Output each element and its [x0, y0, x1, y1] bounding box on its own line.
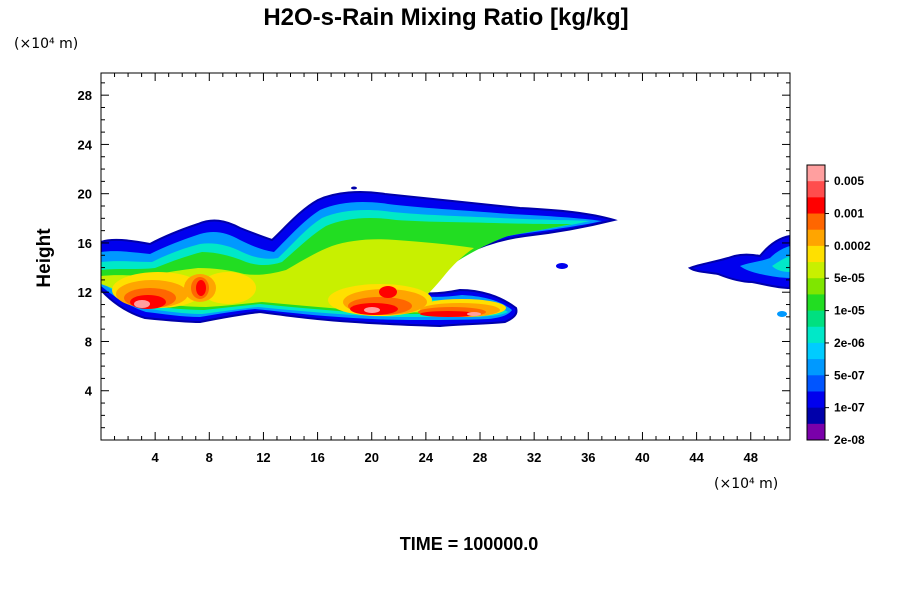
colorbar-swatch: [807, 407, 825, 425]
x-tick-label: 48: [744, 450, 758, 465]
rain-field-red-patch: [379, 286, 397, 298]
colorbar-swatch: [807, 229, 825, 247]
colorbar-swatch: [807, 181, 825, 198]
y-axis: 4 8 12 16 20 24 28: [78, 82, 790, 429]
colorbar-label: 1e-07: [834, 401, 865, 415]
colorbar-swatch: [807, 391, 825, 409]
colorbar-swatch: [807, 375, 825, 392]
x-tick-label: 32: [527, 450, 541, 465]
y-tick-label: 16: [78, 236, 92, 251]
plot-frame: [100, 72, 791, 441]
x-tick-label: 24: [419, 450, 434, 465]
colorbar-swatch: [807, 245, 825, 263]
colorbar-swatch: [807, 197, 825, 215]
rain-field-speck: [351, 186, 357, 190]
rain-field-speck: [556, 263, 568, 269]
rain-field-red-patch: [196, 280, 206, 296]
time-footer: TIME = 100000.0: [400, 534, 539, 554]
x-tick-label: 4: [152, 450, 160, 465]
colorbar-swatch: [807, 326, 825, 344]
y-unit-label: (×10⁴ m): [14, 36, 78, 52]
y-tick-label: 8: [85, 334, 92, 349]
colorbar-label: 5e-05: [834, 271, 865, 285]
rain-field-yellow-patch: [200, 272, 256, 304]
y-axis-label: Height: [34, 228, 55, 288]
rain-field-pink-patch: [364, 307, 380, 313]
x-tick-label: 40: [635, 450, 649, 465]
colorbar-swatch: [807, 165, 825, 182]
colorbar-label: 1e-05: [834, 304, 865, 318]
x-tick-label: 20: [364, 450, 378, 465]
x-tick-label: 12: [256, 450, 270, 465]
colorbar-swatch: [807, 213, 825, 231]
colorbar-swatch: [807, 342, 825, 360]
colorbar-swatch: [807, 310, 825, 328]
colorbar-label: 5e-07: [834, 368, 865, 382]
x-tick-label: 36: [581, 450, 595, 465]
y-tick-label: 4: [85, 384, 93, 399]
x-tick-label: 28: [473, 450, 487, 465]
rain-field-pink-patch: [467, 312, 481, 316]
rain-field-pink-patch: [134, 300, 150, 308]
rain-field-red-patch: [420, 311, 476, 317]
x-tick-label: 8: [206, 450, 213, 465]
rain-field-right-cloud-blue: [687, 234, 790, 290]
x-unit-label: (×10⁴ m): [714, 476, 778, 492]
colorbar-label: 0.0002: [834, 239, 871, 253]
colorbar-swatch: [807, 278, 825, 295]
y-tick-label: 20: [78, 187, 92, 202]
x-tick-label: 16: [310, 450, 324, 465]
chart-title: H2O-s-Rain Mixing Ratio [kg/kg]: [263, 4, 628, 31]
colorbar-swatch: [807, 262, 825, 279]
rain-field-speck: [777, 311, 787, 317]
rain-field-right-cloud-lightblue: [740, 246, 790, 278]
colorbar-frame: [806, 164, 826, 441]
colorbar-swatch: [807, 423, 825, 441]
colorbar-swatch: [807, 359, 825, 376]
colorbar: 0.005 0.001 0.0002 5e-05 1e-05 2e-06 5e-07 1e-0…: [806, 164, 871, 447]
rain-field: [101, 186, 790, 328]
x-tick-label: 44: [689, 450, 704, 465]
y-tick-label: 12: [78, 285, 92, 300]
y-tick-label: 28: [78, 88, 92, 103]
colorbar-label: 0.001: [834, 207, 864, 221]
y-tick-label: 24: [78, 137, 93, 152]
colorbar-label: 0.005: [834, 174, 864, 188]
colorbar-label: 2e-08: [834, 433, 865, 447]
colorbar-label: 2e-06: [834, 336, 865, 350]
colorbar-swatch: [807, 294, 825, 312]
rain-field-right-cloud-cyan: [772, 256, 790, 272]
x-axis: 4 8 12 16 20 24 28 32 36 40 44 48: [114, 73, 779, 465]
